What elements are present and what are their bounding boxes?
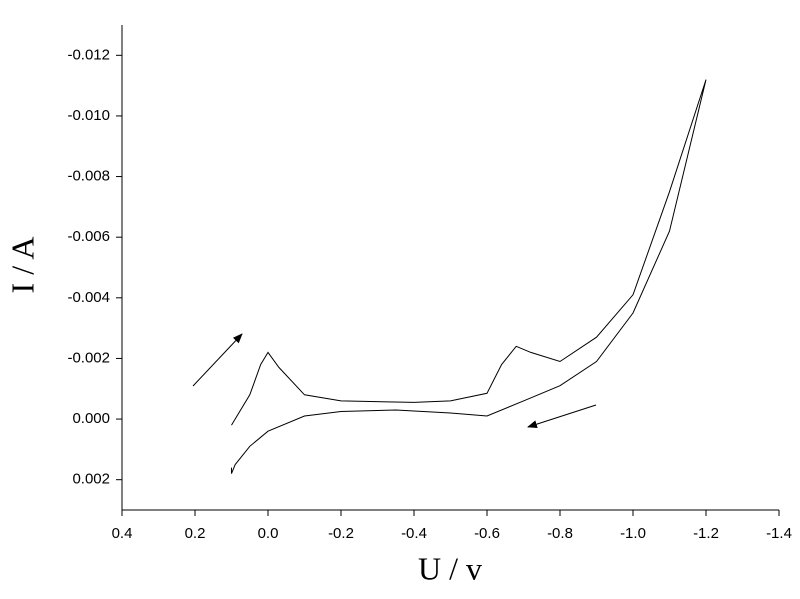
- sweep-arrow: [192, 333, 243, 387]
- x-tick-label: 0.4: [112, 525, 133, 542]
- y-tick-label: 0.000: [72, 410, 110, 427]
- y-tick-label: -0.006: [67, 228, 110, 245]
- x-tick-label: -1.2: [693, 525, 719, 542]
- x-tick-label: -0.6: [474, 525, 500, 542]
- x-tick-label: 0.0: [258, 525, 279, 542]
- y-axis-title: I / A: [4, 237, 40, 294]
- y-tick-label: -0.004: [67, 289, 110, 306]
- x-tick-label: 0.2: [185, 525, 206, 542]
- y-tick-label: -0.012: [67, 46, 110, 63]
- y-tick-label: 0.002: [72, 471, 110, 488]
- x-tick-label: -0.4: [401, 525, 427, 542]
- x-axis-title: U / v: [418, 550, 482, 586]
- y-tick-label: -0.002: [67, 349, 110, 366]
- x-tick-label: -0.8: [547, 525, 573, 542]
- y-tick-label: -0.010: [67, 107, 110, 124]
- sweep-arrow: [527, 404, 597, 429]
- x-tick-label: -1.4: [766, 525, 792, 542]
- cv-curve: [231, 79, 707, 474]
- y-tick-label: -0.008: [67, 168, 110, 185]
- x-tick-label: -1.0: [620, 525, 646, 542]
- x-tick-label: -0.2: [328, 525, 354, 542]
